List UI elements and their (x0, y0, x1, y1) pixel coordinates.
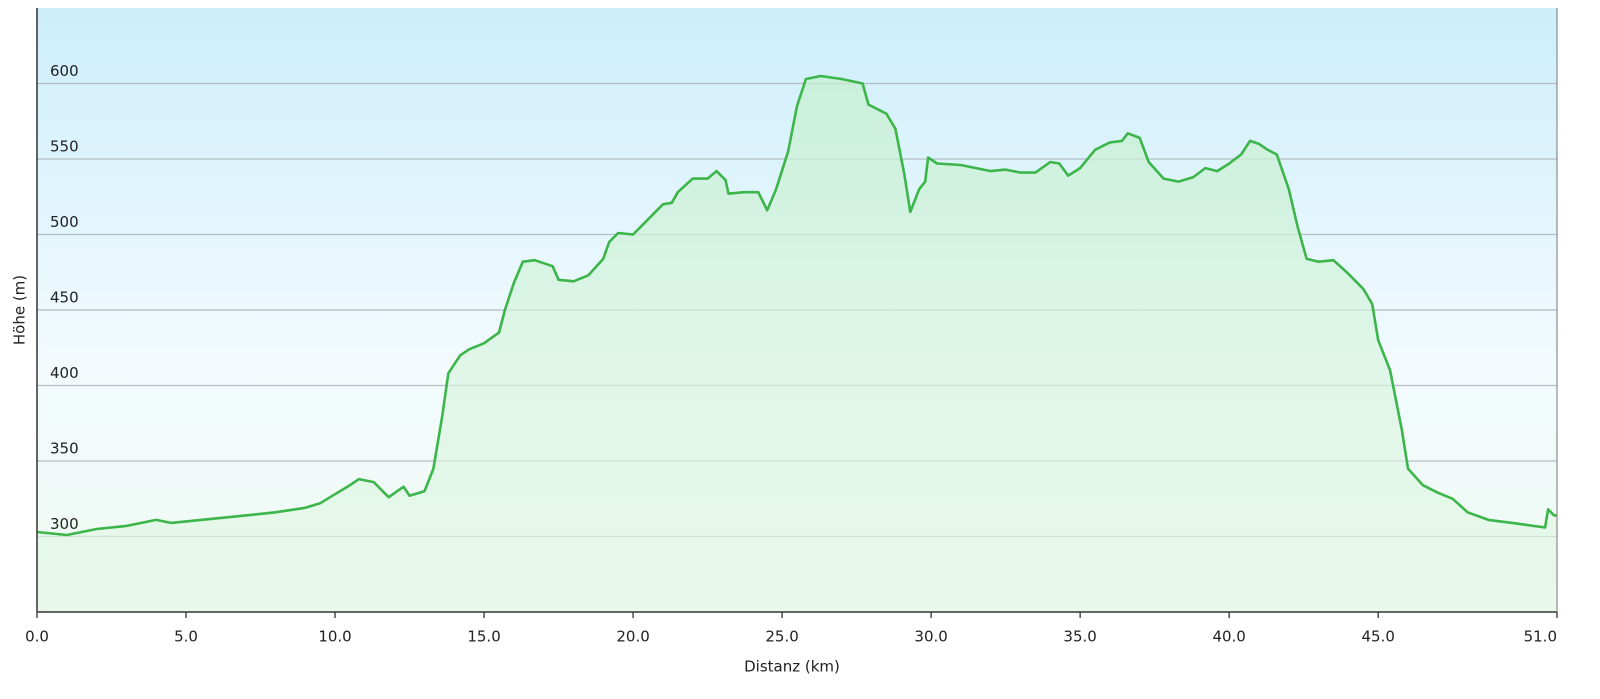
x-tick-label: 5.0 (174, 628, 198, 646)
y-tick-label: 450 (50, 289, 79, 307)
elevation-line (36, 74, 1557, 537)
x-tick-label: 51.0 (1524, 628, 1557, 646)
x-axis-label: Distanz (km) (744, 658, 840, 676)
y-tick-label: 400 (50, 364, 79, 382)
x-tick-label: 35.0 (1063, 628, 1096, 646)
y-tick-label: 300 (50, 515, 79, 533)
x-tick-label: 15.0 (467, 628, 500, 646)
y-tick-label: 350 (50, 440, 79, 458)
area-fill (37, 76, 1557, 612)
y-tick-label: 550 (50, 138, 79, 156)
x-tick-label: 45.0 (1361, 628, 1394, 646)
y-tick-label: 500 (50, 213, 79, 231)
x-tick-label: 30.0 (914, 628, 947, 646)
x-tick-label: 10.0 (318, 628, 351, 646)
x-tick-label: 20.0 (616, 628, 649, 646)
x-tick-label: 25.0 (765, 628, 798, 646)
y-axis-label: Höhe (m) (11, 275, 29, 345)
x-tick-label: 40.0 (1212, 628, 1245, 646)
x-tick-label: 0.0 (25, 628, 49, 646)
y-tick-label: 600 (50, 62, 79, 80)
